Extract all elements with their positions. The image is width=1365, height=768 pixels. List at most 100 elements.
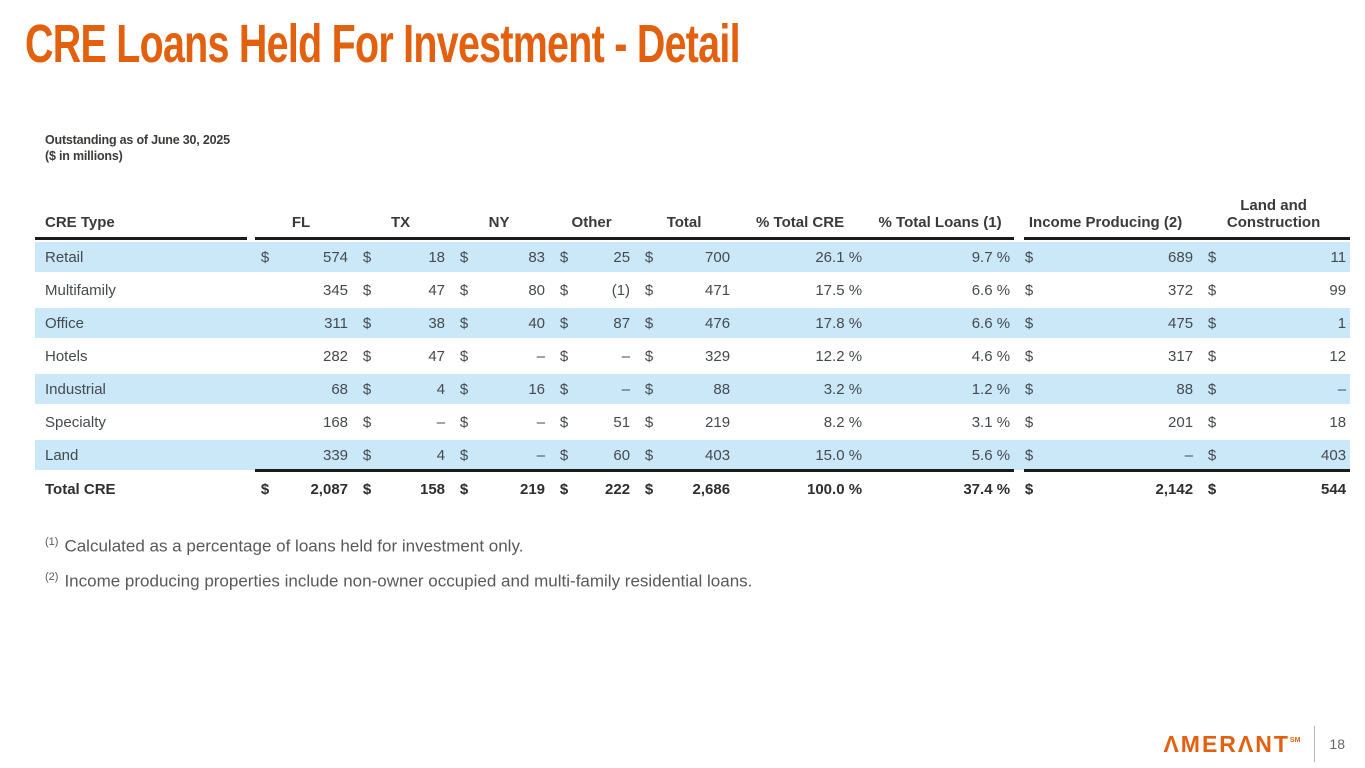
table-cell: $ [362,347,372,365]
table-cell: $ [362,281,372,299]
table-cell: 18 [1329,413,1347,431]
table-cell: $ [449,372,480,405]
table-cell: $ [449,438,480,471]
table-cell: $ [1014,438,1045,471]
table-cell: 476 [664,306,735,339]
table-cell: 345 [322,281,349,299]
row-label: Office [35,306,250,339]
footnote-1: (1) Calculated as a percentage of loans h… [45,536,752,557]
table-cell: $ [644,481,654,498]
table-cell: 1.2 % [866,372,1015,405]
table-cell: $ [459,413,469,431]
footer-divider [1314,726,1316,762]
row-label: Multifamily [45,281,116,299]
table-cell: $ [362,481,372,498]
table-cell [250,405,280,438]
row-label: Industrial [35,372,250,405]
table-cell: 17.8 % [734,306,867,339]
cre-detail-table-wrap: CRE Type FL TX NY Other Total % Total CR… [35,192,1351,507]
table-cell: $ [1014,240,1045,273]
table-cell: $ [1207,413,1217,431]
table-cell: $ [1014,372,1045,405]
table-cell: $ [1207,281,1217,299]
table-cell: $ [1024,481,1034,498]
table-cell: 47 [428,347,446,365]
table-cell: 18 [382,240,450,273]
page-title: CRE Loans Held For Investment - Detail [25,14,741,74]
table-cell: 372 [1168,281,1194,299]
table-cell: $ [549,306,580,339]
row-label: Hotels [45,347,88,365]
table-cell: $ [559,281,569,299]
table-cell: 88 [664,372,735,405]
slide-footer: ΛMERΛNTSM 18 [1163,726,1349,762]
table-cell: 219 [705,413,731,431]
table-cell: 26.1 % [734,240,867,273]
header-rule-middle [255,237,1014,240]
table-cell: 4.6 % [971,347,1011,365]
table-cell [250,438,280,471]
header-other: Other [571,214,612,231]
table-cell: $ [634,240,665,273]
table-cell: $ [634,372,665,405]
table-cell: $ [1024,347,1034,365]
table-cell: $ [1197,240,1228,273]
table-cell [250,339,280,372]
footnote-1-text: Calculated as a percentage of loans held… [64,536,524,556]
table-cell: – [536,347,546,365]
footnote-1-marker: (1) [45,536,59,548]
row-label: Specialty [45,413,106,431]
table-cell: 2,142 [1155,481,1194,498]
row-label: Land [35,438,250,471]
table-row: Office 311 $38 $40 $87 $476 17.8 % 6.6 % $475 $1 [35,306,1351,339]
table-cell: $ [644,413,654,431]
header-pct-total-cre: % Total CRE [756,214,845,231]
table-cell: 40 [479,306,550,339]
table-cell: 282 [322,347,349,365]
total-rule-middle [255,469,1014,472]
table-cell: 544 [1321,481,1347,498]
table-cell: 2,087 [310,481,349,498]
table-cell [250,273,280,306]
table-cell: 12.2 % [815,347,863,365]
table-cell: 68 [280,372,353,405]
page-number: 18 [1329,736,1345,752]
table-cell: 471 [705,281,731,299]
table-cell: 317 [1168,347,1194,365]
table-cell: $ [449,306,480,339]
table-header: CRE Type FL TX NY Other Total % Total CR… [35,192,1350,240]
table-cell: 700 [664,240,735,273]
table-cell: $ [559,481,569,498]
footnotes: (1) Calculated as a percentage of loans h… [45,536,752,605]
header-income-producing: Income Producing (2) [1028,214,1183,231]
table-cell: 16 [479,372,550,405]
table-cell: 9.7 % [866,240,1015,273]
table-cell: 6.6 % [866,306,1015,339]
header-cre-type: CRE Type [45,214,115,231]
footnote-2: (2) Income producing properties include n… [45,571,752,592]
table-cell: $ [449,240,480,273]
table-cell: (1) [611,281,631,299]
table-cell [250,306,280,339]
table-cell: $ [1207,481,1217,498]
total-rule-right [1024,469,1350,472]
table-cell: $ [459,281,469,299]
table-cell: $ [559,413,569,431]
table-cell: – [579,372,635,405]
table-cell: 99 [1329,281,1347,299]
table-cell: $ [549,372,580,405]
table-row: Multifamily 345 $47 $80 $ (1) $471 17.5 % 6.6 % $… [35,273,1350,306]
header-rule-right [1024,237,1350,240]
table-cell: $ [634,438,665,471]
table-caption: Outstanding as of June 30, 2025 ($ in mi… [45,133,230,164]
table-cell: 88 [1044,372,1198,405]
header-total: Total [666,214,702,231]
table-cell: $ [459,481,469,498]
row-label: Retail [35,240,250,273]
caption-line-2: ($ in millions) [45,148,123,163]
table-cell: 38 [382,306,450,339]
row-label: Total CRE [45,481,116,498]
table-cell: – [479,438,550,471]
table-cell: $ [634,306,665,339]
